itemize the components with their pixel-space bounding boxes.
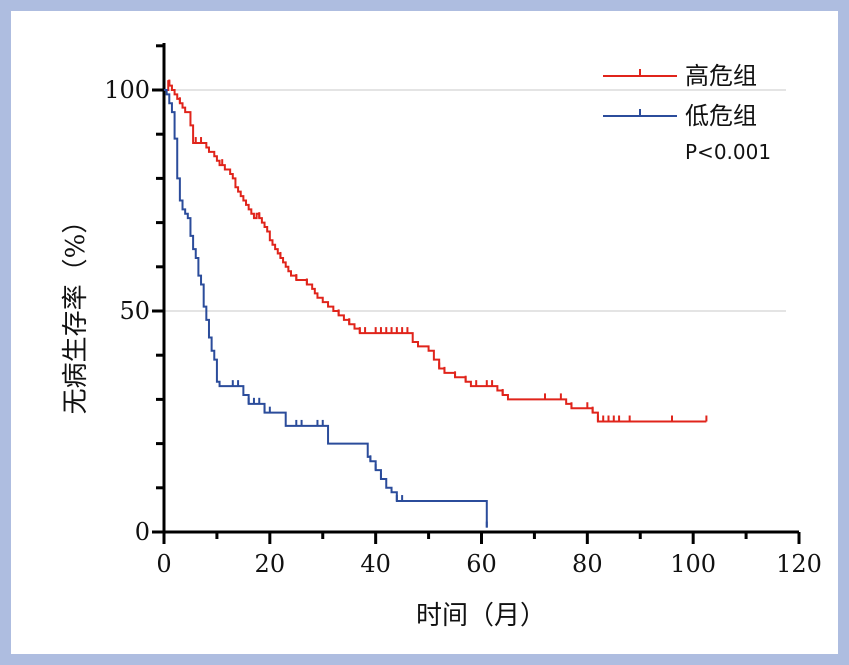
x-tick-label-120: 120 [776, 550, 822, 578]
legend-label-high-risk: 高危组 [685, 62, 757, 90]
series-line-0 [164, 80, 707, 423]
legend-label-low-risk: 低危组 [685, 102, 757, 130]
y-tick-label-50: 50 [119, 297, 150, 325]
km-chart: 0 50 100 0 20 40 60 80 100 120 高危组 低危组 P<0.001 时间… [61, 43, 822, 631]
x-tick-label-100: 100 [670, 550, 716, 578]
x-axis-title: 时间（月） [416, 601, 546, 631]
grid-lines [164, 89, 786, 312]
survival-curves [164, 79, 708, 528]
x-tick-label-0: 0 [156, 550, 171, 578]
x-tick-label-40: 40 [360, 550, 391, 578]
y-axis-title: 无病生存率（%） [61, 208, 91, 415]
x-tick-label-20: 20 [255, 550, 286, 578]
y-tick-label-0: 0 [135, 518, 150, 546]
chart-panel: 0 50 100 0 20 40 60 80 100 120 高危组 低危组 P<0.001 时间… [11, 11, 838, 654]
axes: 0 50 100 0 20 40 60 80 100 120 [104, 43, 822, 578]
legend: 高危组 低危组 P<0.001 [603, 62, 771, 164]
x-tick-label-60: 60 [466, 550, 497, 578]
p-value-annotation: P<0.001 [685, 140, 771, 164]
y-tick-label-100: 100 [104, 76, 150, 104]
x-tick-label-80: 80 [572, 550, 603, 578]
series-line-1 [164, 89, 488, 528]
